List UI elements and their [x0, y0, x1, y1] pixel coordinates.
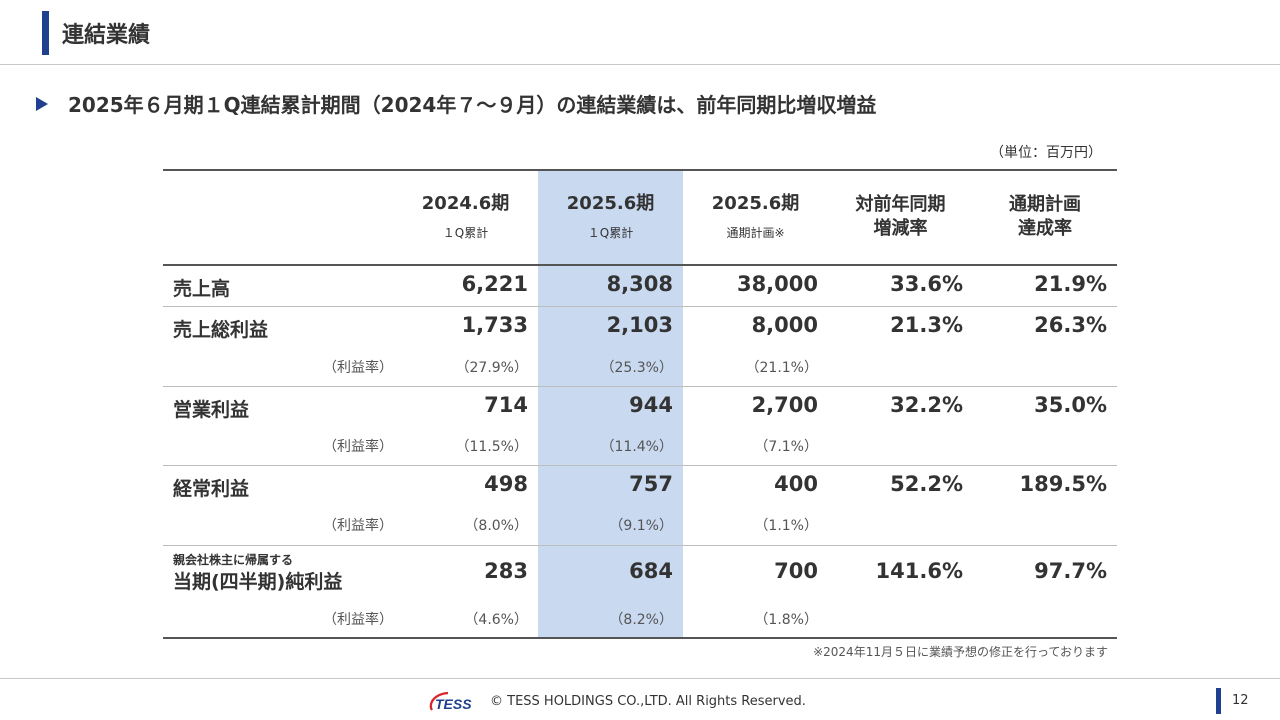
- value-cell: 700: [774, 559, 818, 583]
- row-divider: [163, 545, 1117, 546]
- margin-cell: （4.6%）: [464, 612, 528, 628]
- column-header: 2025.6期 １Q累計: [538, 169, 683, 264]
- value-cell: 944: [629, 393, 673, 417]
- table-bottom-border: [163, 637, 1117, 639]
- footer-divider: [0, 678, 1280, 679]
- value-cell: 283: [484, 559, 528, 583]
- margin-label: （利益率）: [323, 612, 393, 628]
- page-number: 12: [1232, 693, 1249, 708]
- header-bottom-border: [163, 264, 1117, 266]
- value-cell: 33.6%: [890, 272, 963, 296]
- column-header-main: 通期計画 達成率: [1009, 193, 1081, 239]
- value-cell: 498: [484, 472, 528, 496]
- current-period-highlight: [538, 169, 683, 639]
- margin-cell: （1.1%）: [754, 518, 818, 534]
- value-cell: 757: [629, 472, 673, 496]
- value-cell: 21.9%: [1034, 272, 1107, 296]
- unit-label: （単位：百万円）: [990, 145, 1102, 161]
- margin-cell: （7.1%）: [754, 439, 818, 455]
- value-cell: 21.3%: [890, 313, 963, 337]
- column-header: 2024.6期 １Q累計: [393, 169, 538, 264]
- value-cell: 26.3%: [1034, 313, 1107, 337]
- column-header-sub: １Q累計: [587, 226, 634, 240]
- table-top-border: [163, 169, 1117, 171]
- column-header-sub: １Q累計: [442, 226, 489, 240]
- value-cell: 400: [774, 472, 818, 496]
- row-divider: [163, 386, 1117, 387]
- value-cell: 2,103: [606, 313, 673, 337]
- value-cell: 1,733: [461, 313, 528, 337]
- column-header: 対前年同期 増減率: [828, 169, 973, 264]
- column-header-sub: 通期計画※: [726, 226, 785, 240]
- value-cell: 6,221: [461, 272, 528, 296]
- page-title: 連結業績: [62, 23, 151, 48]
- value-cell: 2,700: [751, 393, 818, 417]
- margin-cell: （27.9%）: [455, 360, 528, 376]
- column-header-main: 対前年同期 増減率: [855, 193, 946, 239]
- page-number-accent-bar: [1216, 688, 1221, 714]
- value-cell: 684: [629, 559, 673, 583]
- summary-headline: 2025年６月期１Q連結累計期間（2024年７～９月）の連結業績は、前年同期比増…: [36, 89, 876, 118]
- margin-cell: （11.4%）: [600, 439, 673, 455]
- column-header-main: 2024.6期: [421, 193, 510, 214]
- footnote: ※2024年11月５日に業績予想の修正を行っております: [813, 645, 1108, 659]
- margin-cell: （25.3%）: [600, 360, 673, 376]
- header-divider: [0, 64, 1280, 65]
- summary-text: 2025年６月期１Q連結累計期間（2024年７～９月）の連結業績は、前年同期比増…: [68, 93, 877, 117]
- results-table: 2024.6期 １Q累計 2025.6期 １Q累計 2025.6期 通期計画※ …: [163, 169, 1117, 639]
- column-header-main: 2025.6期: [711, 193, 800, 214]
- margin-cell: （8.2%）: [609, 612, 673, 628]
- value-cell: 8,308: [606, 272, 673, 296]
- row-divider: [163, 465, 1117, 466]
- value-cell: 141.6%: [875, 559, 963, 583]
- margin-cell: （8.0%）: [464, 518, 528, 534]
- value-cell: 189.5%: [1019, 472, 1107, 496]
- margin-label: （利益率）: [323, 439, 393, 455]
- column-header-main: 2025.6期: [566, 193, 655, 214]
- value-cell: 52.2%: [890, 472, 963, 496]
- margin-label: （利益率）: [323, 360, 393, 376]
- row-divider: [163, 306, 1117, 307]
- triangle-bullet-icon: [36, 96, 48, 111]
- row-label: 売上総利益: [173, 319, 269, 341]
- row-label: 売上高: [173, 278, 231, 300]
- column-header: 2025.6期 通期計画※: [683, 169, 828, 264]
- tess-logo: TESS: [429, 691, 472, 712]
- copyright-text: © TESS HOLDINGS CO.,LTD. All Rights Rese…: [490, 694, 806, 709]
- margin-cell: （1.8%）: [754, 612, 818, 628]
- value-cell: 35.0%: [1034, 393, 1107, 417]
- row-label: 経常利益: [173, 478, 250, 500]
- value-cell: 714: [484, 393, 528, 417]
- logo-text: TESS: [435, 696, 472, 712]
- value-cell: 97.7%: [1034, 559, 1107, 583]
- value-cell: 38,000: [736, 272, 818, 296]
- value-cell: 8,000: [751, 313, 818, 337]
- column-header: 通期計画 達成率: [973, 169, 1117, 264]
- row-label: 営業利益: [173, 399, 250, 421]
- row-label: 当期(四半期)純利益: [173, 571, 343, 593]
- margin-cell: （11.5%）: [455, 439, 528, 455]
- margin-label: （利益率）: [323, 518, 393, 534]
- margin-cell: （21.1%）: [745, 360, 818, 376]
- margin-cell: （9.1%）: [609, 518, 673, 534]
- row-label-prefix: 親会社株主に帰属する: [173, 553, 294, 567]
- header-accent-bar: [42, 11, 49, 55]
- value-cell: 32.2%: [890, 393, 963, 417]
